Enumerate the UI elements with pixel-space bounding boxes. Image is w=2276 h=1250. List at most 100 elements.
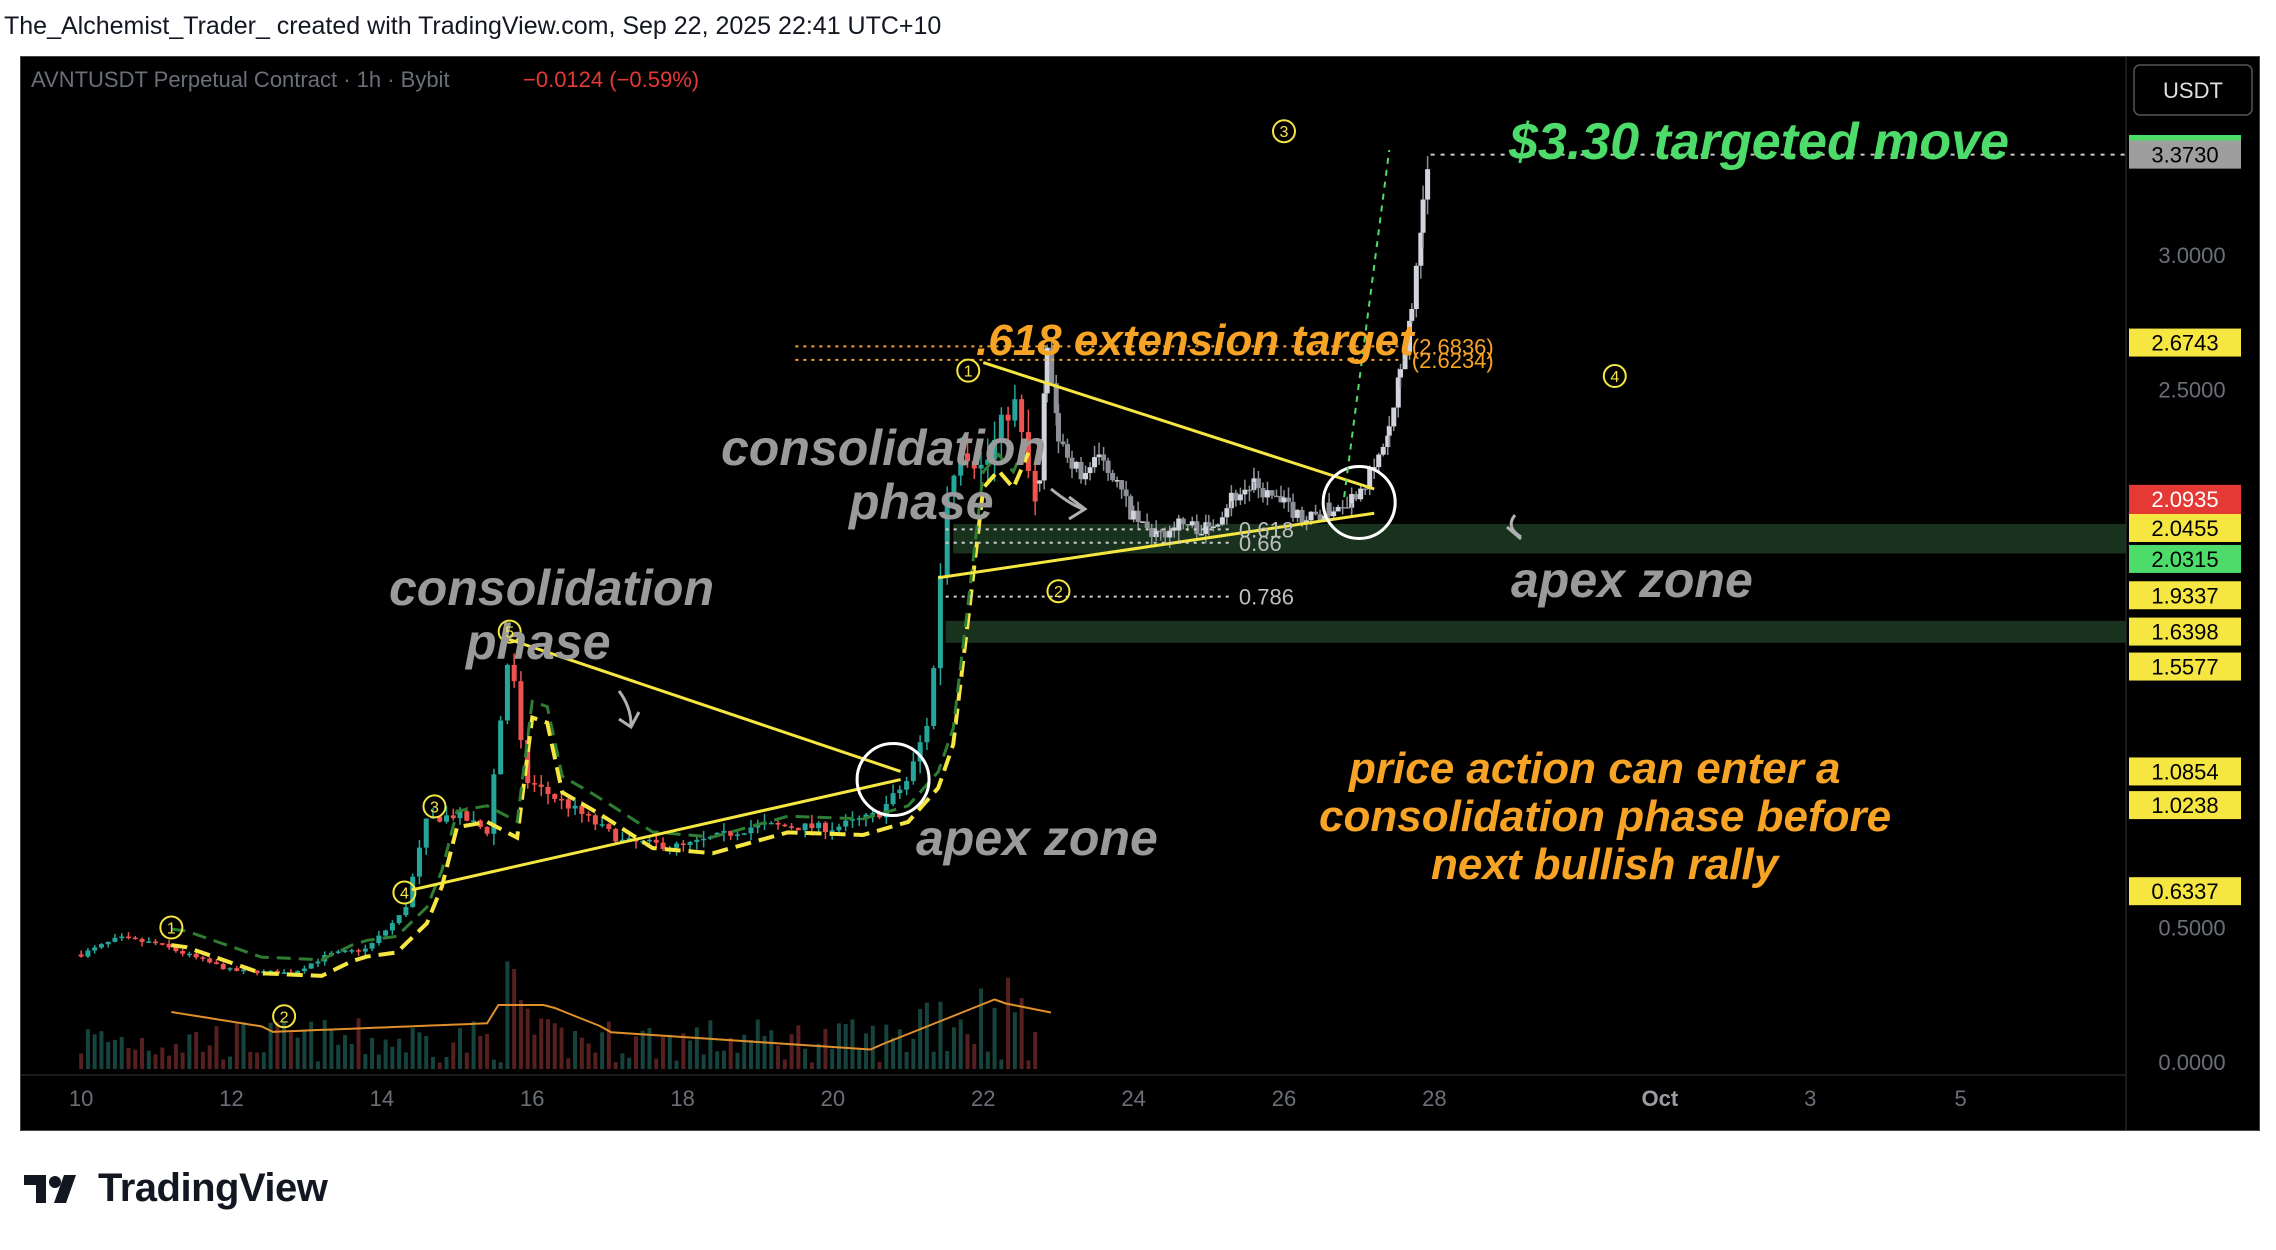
extension-target-label: .618 extension target bbox=[976, 316, 1416, 365]
candle bbox=[701, 838, 707, 841]
volume-bar bbox=[160, 1047, 165, 1069]
volume-bar bbox=[478, 1035, 483, 1069]
symbol-label: AVNTUSDT Perpetual Contract · 1h · Bybit bbox=[31, 67, 450, 92]
candle bbox=[356, 950, 362, 952]
candle bbox=[457, 811, 463, 819]
volume-bar bbox=[809, 1062, 814, 1069]
candle bbox=[315, 961, 321, 964]
candle bbox=[768, 822, 774, 825]
volume-bar bbox=[965, 1034, 970, 1069]
candle bbox=[592, 815, 598, 825]
candle bbox=[132, 937, 138, 940]
volume-bar bbox=[823, 1029, 828, 1069]
candle bbox=[531, 783, 537, 785]
projected-candle bbox=[1228, 492, 1234, 502]
tradingview-logo: TradingView bbox=[24, 1166, 328, 1211]
price-tag-label: 1.6398 bbox=[2151, 620, 2218, 645]
price-tag-label: 1.9337 bbox=[2151, 583, 2218, 608]
volume-bar bbox=[525, 1008, 530, 1069]
price-tag bbox=[2129, 514, 2241, 543]
x-tick-label: 12 bbox=[219, 1086, 243, 1111]
projected-candle bbox=[1295, 509, 1301, 518]
volume-bar bbox=[376, 1054, 381, 1069]
candle bbox=[477, 820, 483, 827]
projected-candle bbox=[1198, 533, 1204, 536]
price-tag-label: 1.5577 bbox=[2151, 655, 2218, 680]
projected-candle bbox=[1420, 199, 1426, 233]
volume-bar bbox=[268, 1022, 273, 1069]
volume-bar bbox=[295, 1037, 300, 1069]
candle bbox=[1032, 470, 1038, 502]
projected-candle bbox=[1386, 426, 1392, 436]
projected-candle bbox=[1326, 502, 1332, 517]
volume-bar bbox=[904, 1051, 909, 1069]
wave-marker-icon bbox=[497, 619, 522, 644]
candle bbox=[335, 951, 341, 953]
projected-candle bbox=[1409, 308, 1415, 321]
volume-bar bbox=[302, 1030, 307, 1069]
wave-marker-label: 1 bbox=[964, 364, 973, 381]
volume-bar bbox=[613, 1062, 618, 1069]
projected-candle bbox=[1189, 521, 1195, 526]
volume-bar bbox=[532, 1034, 537, 1069]
volume-bar bbox=[816, 1043, 821, 1069]
volume-bar bbox=[566, 1058, 571, 1069]
candle bbox=[376, 935, 382, 944]
consolidation-label-2: consolidation bbox=[721, 420, 1046, 476]
wave-marker-label: 3 bbox=[430, 799, 439, 816]
projected-candle bbox=[1083, 472, 1089, 480]
candle bbox=[951, 475, 957, 495]
y-tick-label: 0.0000 bbox=[2158, 1050, 2225, 1075]
candle bbox=[362, 948, 368, 952]
price-tag bbox=[2129, 544, 2241, 573]
volume-ma-line bbox=[171, 998, 1052, 1051]
candle bbox=[937, 575, 943, 669]
volume-bar bbox=[322, 1020, 327, 1069]
note-line-3: next bullish rally bbox=[1431, 840, 1781, 889]
candle bbox=[829, 830, 835, 833]
projected-candle bbox=[1049, 347, 1055, 384]
candle bbox=[660, 842, 666, 849]
projected-candle bbox=[1219, 517, 1225, 525]
volume-bar bbox=[1033, 1031, 1038, 1069]
projected-candle bbox=[1053, 383, 1059, 414]
volume-bar bbox=[600, 1032, 605, 1069]
volume-bar bbox=[214, 1026, 219, 1069]
currency-button[interactable] bbox=[2133, 64, 2253, 116]
wave-marker-icon bbox=[159, 915, 184, 940]
apex-zone-label-2: apex zone bbox=[1511, 552, 1753, 608]
support-zone-lower bbox=[945, 620, 2126, 643]
triangle-upper-line-1 bbox=[501, 635, 902, 773]
currency-button-label: USDT bbox=[2163, 78, 2223, 103]
volume-bar bbox=[85, 1029, 90, 1069]
projected-candle bbox=[1171, 527, 1177, 531]
candle bbox=[606, 824, 612, 829]
volume-bar bbox=[315, 1061, 320, 1069]
candle bbox=[775, 822, 781, 825]
price-tag-label: 2.0455 bbox=[2151, 516, 2218, 541]
projected-candle bbox=[1344, 507, 1350, 509]
chart-pane[interactable]: (2.6836) (2.6234) 0.618 0.66 0.786 $3.30 targ… bbox=[20, 56, 2260, 1131]
candle bbox=[917, 742, 923, 762]
x-tick-label: 3 bbox=[1804, 1086, 1816, 1111]
candle bbox=[301, 968, 307, 972]
candle bbox=[978, 464, 984, 469]
projected-candle bbox=[1255, 478, 1261, 488]
projected-candle bbox=[1041, 393, 1047, 481]
wave-marker-label: 3 bbox=[1280, 124, 1289, 141]
x-tick-label: 20 bbox=[821, 1086, 845, 1111]
candle bbox=[444, 815, 450, 822]
candle bbox=[741, 833, 747, 835]
volume-bar bbox=[559, 1027, 564, 1069]
y-tick-label: 2.5000 bbox=[2158, 377, 2225, 402]
candle bbox=[518, 681, 524, 741]
tradingview-logo-icon bbox=[24, 1174, 76, 1203]
volume-bar bbox=[843, 1023, 848, 1069]
candle bbox=[904, 781, 910, 790]
candle bbox=[572, 805, 578, 809]
candle bbox=[342, 950, 348, 952]
volume-bar bbox=[146, 1050, 151, 1069]
candle bbox=[511, 664, 517, 682]
volume-bar bbox=[958, 1019, 963, 1069]
